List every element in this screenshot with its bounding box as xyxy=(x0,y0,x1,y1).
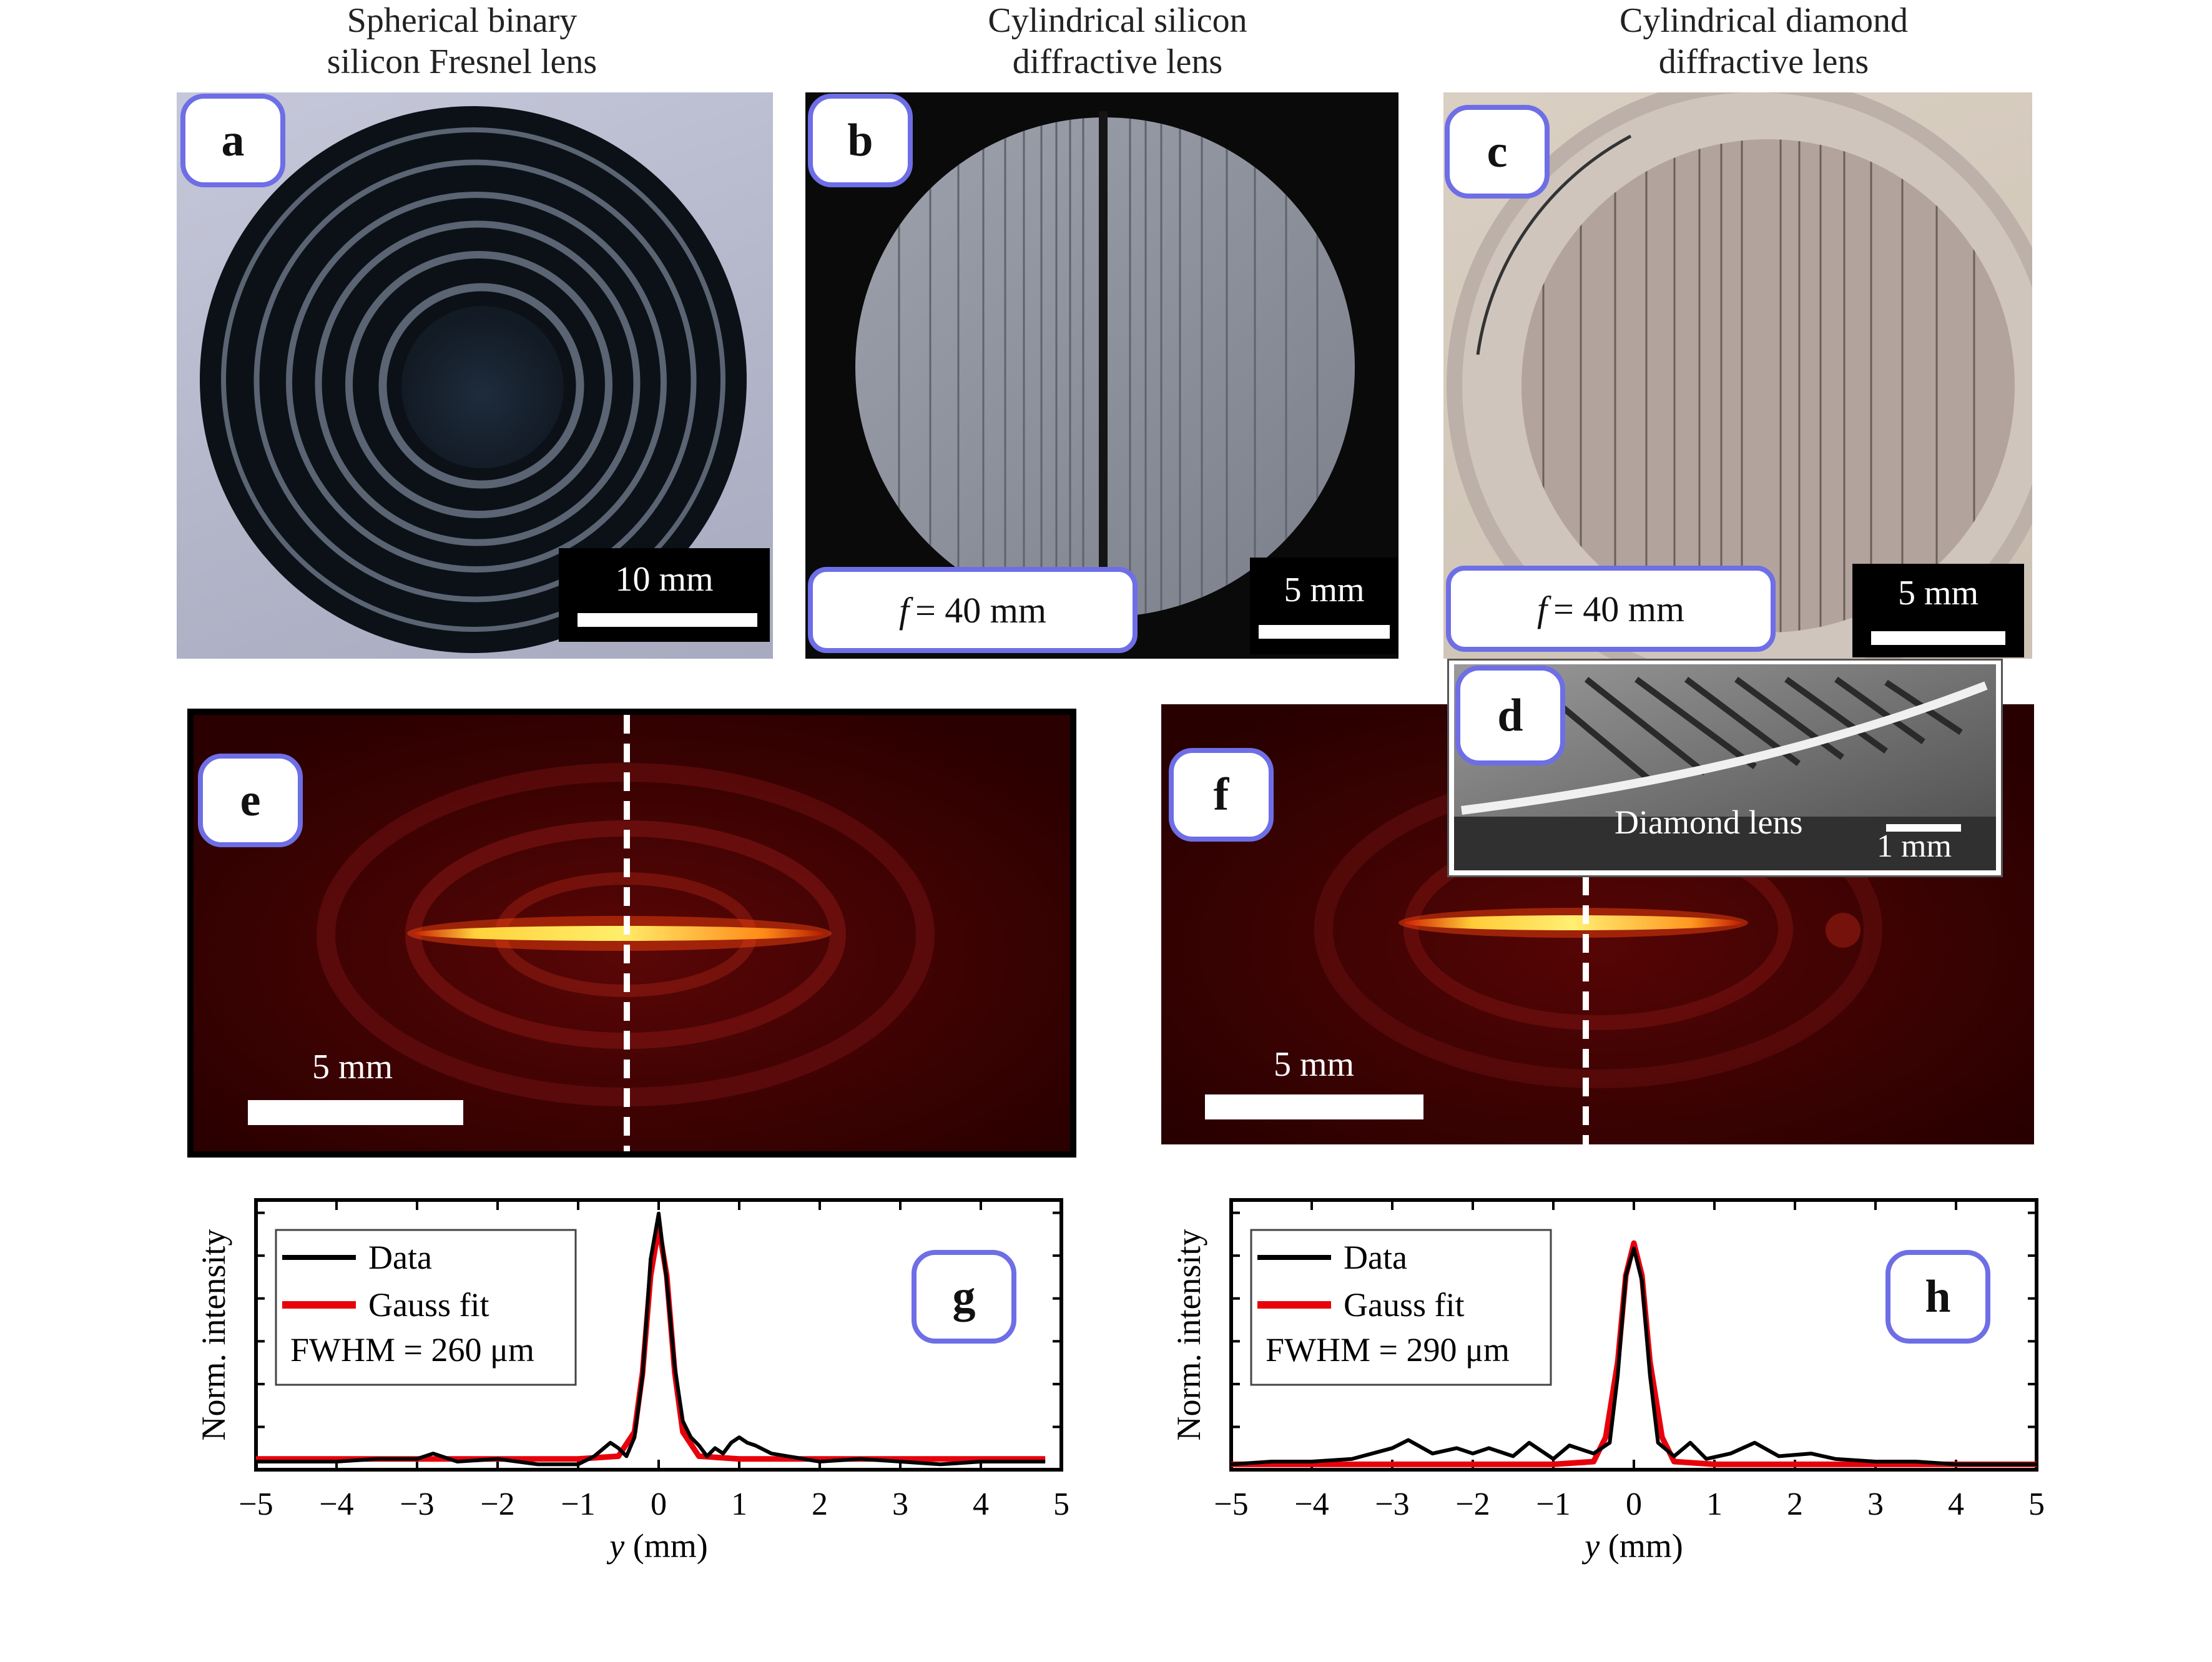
x-tick-label-g: −3 xyxy=(400,1487,434,1522)
scalebar-e-bar xyxy=(248,1100,463,1125)
x-tick-label-h: −5 xyxy=(1214,1487,1248,1522)
x-tick-label-h: 4 xyxy=(1948,1487,1964,1522)
x-axis-label-h: y (mm) xyxy=(1581,1527,1683,1565)
x-tick-label-h: −1 xyxy=(1536,1487,1570,1522)
x-tick-label-g: 5 xyxy=(1053,1487,1069,1522)
x-tick-label-g: 0 xyxy=(651,1487,667,1522)
focal-spot-image-e xyxy=(194,715,1070,1151)
scalebar-f-text: 5 mm xyxy=(1274,1045,1355,1084)
panel-e-heatmap: e 5 mm xyxy=(187,709,1076,1158)
panel-d-inset: d Diamond lens 1 mm xyxy=(1447,659,2003,877)
series-line-gauss-fit-h xyxy=(1231,1240,2037,1467)
caption-a: Spherical binary silicon Fresnel lens xyxy=(231,0,693,82)
x-tick-label-h: 3 xyxy=(1867,1487,1884,1522)
x-tick-label-g: −4 xyxy=(319,1487,353,1522)
caption-a-line1: Spherical binary xyxy=(347,1,578,40)
scalebar-a: 10 mm xyxy=(559,548,770,642)
x-tick-label-h: −2 xyxy=(1455,1487,1490,1522)
x-tick-label-g: −2 xyxy=(480,1487,514,1522)
caption-c-line1: Cylindrical diamond xyxy=(1620,1,1908,40)
caption-b-line1: Cylindrical silicon xyxy=(988,1,1247,40)
legend-label-fit-h: Gauss fit xyxy=(1344,1286,1464,1324)
label-d: d xyxy=(1455,666,1565,765)
scalebar-c: 5 mm xyxy=(1852,564,2024,657)
focal-symbol-c: f xyxy=(1536,588,1548,629)
x-tick-label-h: −3 xyxy=(1375,1487,1409,1522)
x-axis-var-g: y xyxy=(606,1527,624,1565)
diamond-lens-image xyxy=(1447,92,2032,659)
caption-c-line2: diffractive lens xyxy=(1658,42,1869,81)
caption-c: Cylindrical diamond diffractive lens xyxy=(1533,0,1995,82)
x-tick-label-h: −4 xyxy=(1294,1487,1329,1522)
focal-length-c: f = 40 mm xyxy=(1446,566,1776,652)
focal-value-b: = 40 mm xyxy=(915,589,1047,631)
panel-b-photo: b f = 40 mm 5 mm xyxy=(805,92,1398,659)
plot-h: −5 −4 −3 −2 −1 0 1 2 3 4 5 Data Gauss fit FWHM = 290 … xyxy=(1170,1198,2045,1565)
series-line-data-g xyxy=(256,1211,1046,1467)
focal-length-b: f = 40 mm xyxy=(808,567,1138,653)
scalebar-c-text: 5 mm xyxy=(1897,574,1979,612)
x-tick-label-g: −1 xyxy=(561,1487,595,1522)
label-f: f xyxy=(1169,748,1274,842)
plot-area-g: −5 −4 −3 −2 −1 0 1 2 3 4 5 Data Gauss fit FWHM = 260 … xyxy=(195,1198,1069,1565)
panel-a-photo: a 10 mm xyxy=(177,92,773,659)
legend-label-fit-g: Gauss fit xyxy=(368,1286,489,1324)
scalebar-c-bar xyxy=(1871,631,2005,645)
focal-symbol-b: f xyxy=(898,589,910,631)
scalebar-b-text: 5 mm xyxy=(1284,571,1365,609)
x-tick-label-g: 1 xyxy=(731,1487,747,1522)
plot-g: −5 −4 −3 −2 −1 0 1 2 3 4 5 Data Gauss fit FWHM = 260 … xyxy=(195,1198,1069,1565)
fresnel-lens-image xyxy=(200,106,747,653)
scalebar-f-bar xyxy=(1205,1094,1423,1119)
x-tick-label-g: −5 xyxy=(238,1487,273,1522)
x-tick-label-h: 0 xyxy=(1626,1487,1642,1522)
silicon-lens-image xyxy=(855,111,1355,648)
legend-h: Data Gauss fit FWHM = 290 μm xyxy=(1250,1229,1552,1386)
scalebar-a-text: 10 mm xyxy=(615,560,714,599)
label-b: b xyxy=(808,94,913,187)
x-tick-label-g: 4 xyxy=(973,1487,989,1522)
x-tick-label-g: 3 xyxy=(892,1487,908,1522)
x-tick-label-h: 5 xyxy=(2028,1487,2045,1522)
legend-g: Data Gauss fit FWHM = 260 μm xyxy=(275,1229,577,1386)
x-tick-label-h: 2 xyxy=(1787,1487,1803,1522)
legend-label-data-g: Data xyxy=(368,1239,432,1276)
y-axis-label-h: Norm. intensity xyxy=(1170,1229,1207,1441)
caption-b-line2: diffractive lens xyxy=(1012,42,1223,81)
label-c: c xyxy=(1445,105,1550,199)
scalebar-b: 5 mm xyxy=(1250,558,1398,654)
x-axis-var-h: y xyxy=(1581,1527,1600,1565)
scalebar-b-bar xyxy=(1259,625,1390,639)
y-axis-label-g: Norm. intensity xyxy=(195,1229,232,1441)
caption-b: Cylindrical silicon diffractive lens xyxy=(887,0,1349,82)
caption-a-line2: silicon Fresnel lens xyxy=(327,42,597,81)
x-tick-label-h: 1 xyxy=(1706,1487,1723,1522)
legend-fwhm-g: FWHM = 260 μm xyxy=(290,1331,534,1369)
focal-value-c: = 40 mm xyxy=(1553,588,1685,629)
panel-c-photo: c f = 40 mm 5 mm xyxy=(1443,92,2032,659)
inset-d-caption: Diamond lens xyxy=(1615,804,1803,841)
legend-label-data-h: Data xyxy=(1344,1239,1407,1276)
label-g: g xyxy=(912,1250,1016,1344)
scalebar-d-text: 1 mm xyxy=(1877,829,1952,864)
legend-fwhm-h: FWHM = 290 μm xyxy=(1266,1331,1510,1369)
label-e: e xyxy=(198,754,303,847)
scalebar-a-bar xyxy=(578,613,757,627)
x-axis-label-g: y (mm) xyxy=(606,1527,707,1565)
series-line-data-h xyxy=(1231,1246,2037,1467)
x-axis-unit-h: (mm) xyxy=(1600,1527,1683,1565)
scalebar-e-text: 5 mm xyxy=(312,1048,393,1086)
plot-area-h: −5 −4 −3 −2 −1 0 1 2 3 4 5 Data Gauss fit FWHM = 290 … xyxy=(1170,1198,2045,1565)
x-axis-unit-g: (mm) xyxy=(624,1527,707,1565)
label-a: a xyxy=(180,94,285,187)
label-h: h xyxy=(1885,1250,1990,1344)
x-tick-label-g: 2 xyxy=(812,1487,828,1522)
